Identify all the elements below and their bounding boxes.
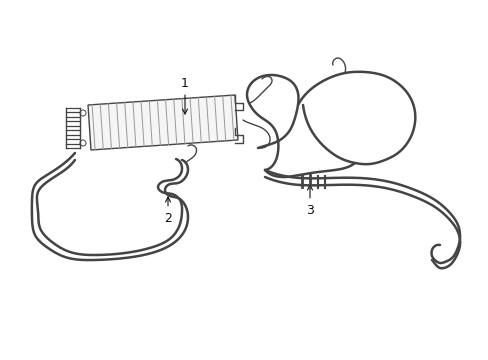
Polygon shape — [88, 95, 238, 150]
Text: 3: 3 — [305, 185, 313, 216]
Text: 1: 1 — [181, 77, 188, 114]
Text: 2: 2 — [164, 197, 172, 225]
